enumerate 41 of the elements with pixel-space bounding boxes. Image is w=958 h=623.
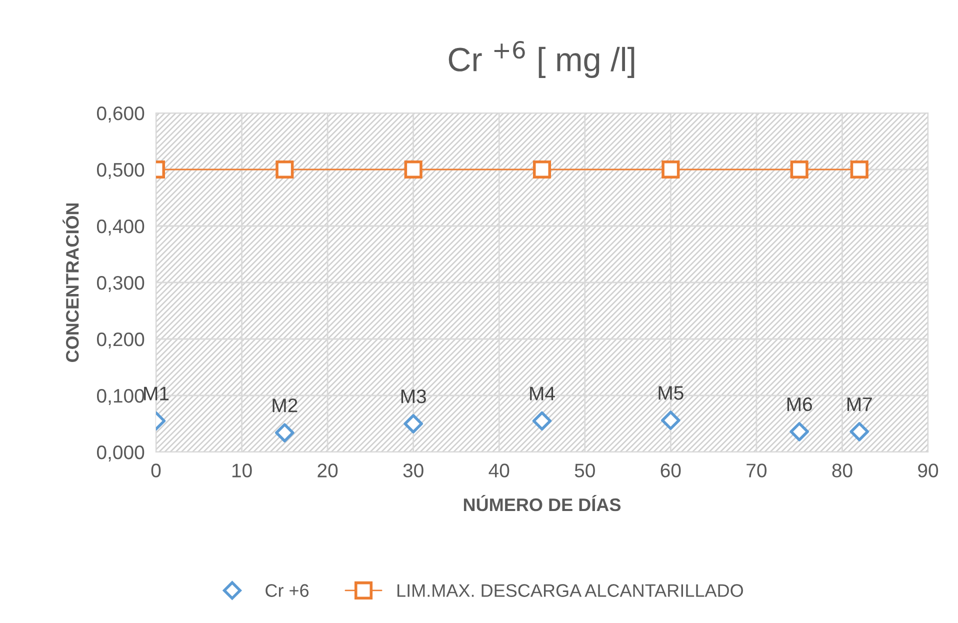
y-tick-label: 0,200 — [96, 332, 144, 349]
point — [850, 422, 869, 442]
y-tick-label: 0,600 — [96, 106, 144, 123]
y-axis-title: CONCENTRACIÓN — [62, 203, 79, 362]
x-tick-label: 10 — [232, 464, 252, 478]
legend-label: LIM.MAX. DESCARGA ALCANTARILLADO — [397, 584, 743, 597]
point — [404, 160, 422, 179]
point — [661, 410, 680, 430]
annotation: M3 — [401, 389, 426, 404]
annotation: M6 — [787, 397, 812, 412]
point — [275, 423, 294, 442]
x-tick-label: 50 — [574, 464, 595, 478]
annotation: M2 — [272, 398, 298, 412]
point — [404, 414, 423, 434]
point — [850, 160, 868, 179]
x-axis-title: NÚMERO DE DÍAS — [464, 494, 621, 512]
point — [276, 160, 294, 179]
x-tick-label: 90 — [918, 464, 938, 478]
x-tick-label: 70 — [746, 464, 766, 478]
x-tick-label: 60 — [660, 464, 681, 478]
annotation: M7 — [847, 398, 872, 411]
annotation: M4 — [530, 386, 555, 400]
y-tick-label: 0,100 — [96, 388, 144, 406]
chart-title: Cr $^{+6}$ [ mg /l] — [448, 41, 634, 78]
y-tick-label: 0,300 — [96, 276, 144, 292]
x-tick-label: 30 — [403, 464, 424, 478]
annotation: M1 — [144, 386, 169, 400]
legend-label: Cr +6 — [266, 584, 309, 597]
point — [790, 160, 808, 179]
x-tick-label: 40 — [488, 464, 510, 478]
y-tick-label: 0,500 — [96, 162, 144, 180]
point — [532, 160, 552, 179]
y-tick-label: 0,400 — [96, 219, 144, 236]
y-tick-label: 0,000 — [96, 445, 144, 462]
point — [790, 422, 809, 442]
annotation: M5 — [658, 386, 684, 400]
x-tick-label: 80 — [832, 464, 852, 478]
point — [532, 411, 552, 431]
x-tick-label: 20 — [318, 464, 338, 478]
point — [662, 160, 680, 179]
x-tick-label: 0 — [151, 464, 161, 478]
